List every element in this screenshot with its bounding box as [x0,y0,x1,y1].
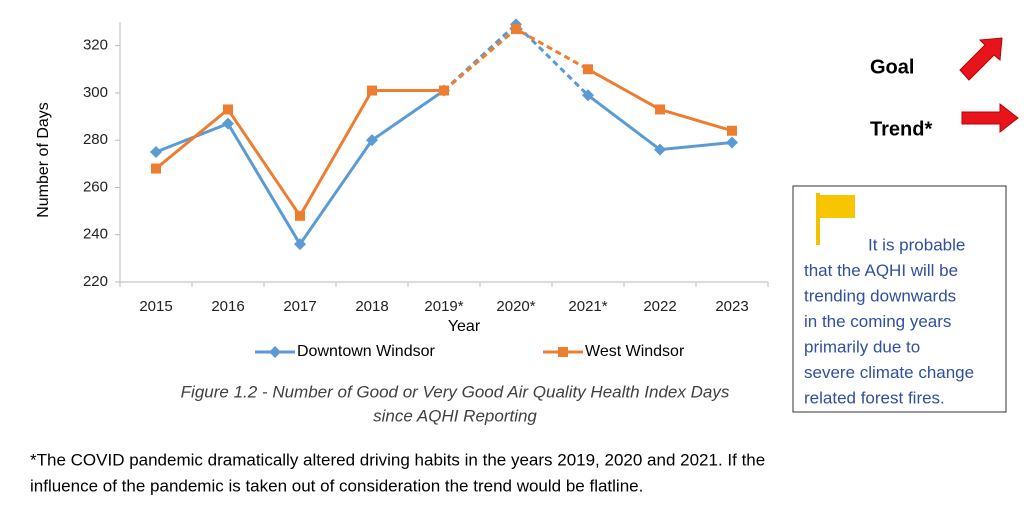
x-tick-label: 2015 [139,298,172,315]
marker [583,64,593,75]
marker [726,136,738,149]
series-line [443,27,589,92]
flag-pole [816,193,820,245]
marker [655,104,665,115]
y-tick-label: 280 [83,131,108,148]
marker [511,24,521,35]
y-tick-label: 300 [83,84,108,101]
y-tick-label: 240 [83,226,108,243]
note-box [792,185,1007,413]
note-line: trending downwards [804,286,956,305]
marker [582,89,594,102]
marker [295,210,305,221]
caption: Figure 1.2 - Number of Good or Very Good… [181,382,730,401]
x-tick-label: 2017 [283,298,316,315]
series-line [155,89,444,219]
marker [269,346,281,358]
note-text: It is probable that the AQHI will be trend… [804,235,974,407]
marker [654,143,666,156]
marker [223,104,233,115]
note-line: in the coming years [804,312,951,331]
goal-label: Goal [870,56,914,78]
marker [294,238,306,251]
note-line: It is probable [868,235,965,254]
x-tick-label: 2023 [715,298,748,315]
footnote: *The COVID pandemic dramatically altered… [30,450,765,469]
y-axis-label: Number of Days [35,102,52,218]
note-line: that the AQHI will be [804,261,958,280]
y-tick-label: 260 [83,178,108,195]
marker [367,85,377,96]
goal-arrow [959,37,1003,81]
note-line: severe climate change [804,363,974,382]
marker [222,117,234,130]
trend-arrow [961,102,1019,134]
marker [727,125,737,136]
series-line [155,89,445,247]
note-line: primarily due to [804,337,920,356]
series-line [587,94,733,152]
caption: since AQHI Reporting [373,406,537,425]
y-tick-label: 220 [83,273,108,290]
trend-label: Trend* [870,118,932,140]
x-axis-label: Year [448,318,481,335]
x-tick-label: 2022 [643,298,676,315]
marker [558,347,568,357]
legend-label: West Windsor [585,343,685,360]
footnote: influence of the pandemic is taken out o… [30,476,643,495]
series-line [587,67,733,133]
x-tick-label: 2016 [211,298,244,315]
marker [151,163,161,174]
x-tick-label: 2021* [568,298,607,315]
marker [150,146,162,158]
y-tick-label: 320 [83,37,108,54]
note-line: related forest fires. [804,388,945,407]
legend-label: Downtown Windsor [297,343,436,360]
x-tick-label: 2018 [355,298,388,315]
x-tick-label: 2019* [424,298,463,315]
x-tick-label: 2020* [496,298,535,315]
marker [439,85,449,96]
flag [820,195,855,218]
series-line [442,22,590,97]
marker [366,134,378,147]
